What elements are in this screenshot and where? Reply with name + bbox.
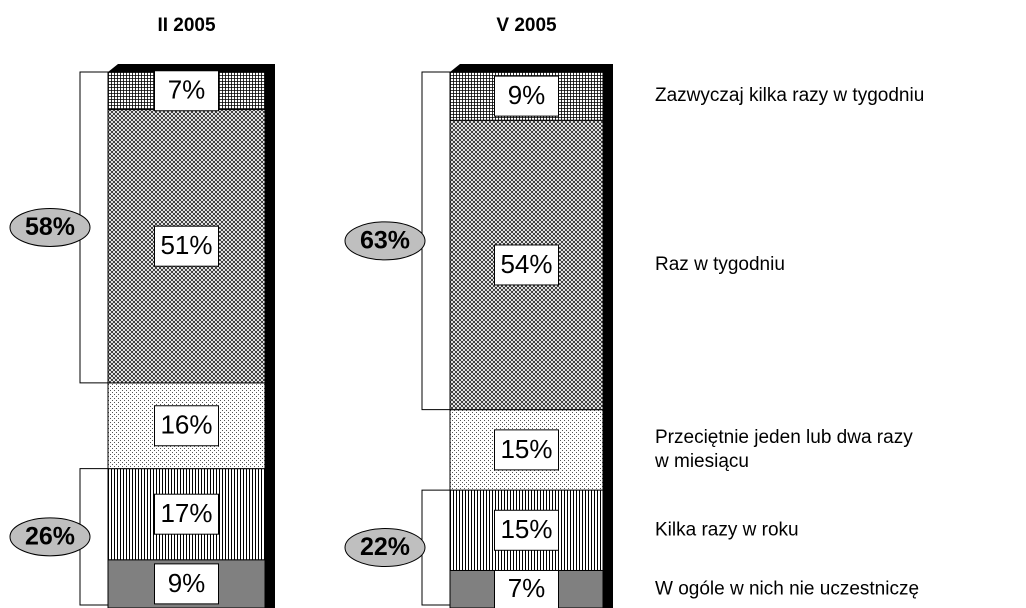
annotation-bracket [421, 489, 450, 606]
value-label: 15% [500, 434, 552, 464]
category-label: II 2005 [157, 15, 216, 36]
value-label: 7% [508, 573, 546, 603]
legend-label: Kilka razy w roku [655, 519, 799, 540]
legend-label: Raz w tygodniu [655, 254, 785, 275]
value-label: 7% [168, 75, 206, 105]
value-label-box [494, 244, 559, 286]
value-label-box [494, 75, 559, 117]
category-label: V 2005 [496, 15, 557, 36]
value-label-box [154, 70, 219, 112]
annotation-ellipse [344, 528, 426, 568]
value-label-box [494, 429, 559, 471]
value-label-box [154, 225, 219, 267]
value-label-box [154, 563, 219, 605]
value-label: 16% [160, 410, 212, 440]
annotation-bracket [421, 71, 450, 411]
annotation-ellipse [344, 221, 426, 261]
annotation-label: 26% [25, 522, 75, 550]
value-label-box [154, 405, 219, 447]
value-label: 15% [500, 514, 552, 544]
annotation-ellipse [9, 207, 91, 247]
value-label-box [154, 493, 219, 535]
legend-label: Przeciętnie jeden lub dwa razy w miesiącu [654, 427, 913, 472]
value-label: 51% [160, 230, 212, 260]
annotation-label: 63% [360, 226, 410, 254]
legend-label: Zazwyczaj kilka razy w tygodniu [655, 85, 924, 106]
value-label: 9% [168, 568, 206, 598]
annotation-label: 22% [360, 533, 410, 561]
value-label-box [494, 509, 559, 551]
value-label: 9% [508, 80, 546, 110]
value-label: 54% [500, 249, 552, 279]
value-label: 17% [160, 498, 212, 528]
annotation-ellipse [9, 517, 91, 557]
value-label-box [494, 568, 559, 608]
legend-label: W ogóle w nich nie uczestniczę [655, 578, 919, 599]
annotation-label: 58% [25, 213, 75, 241]
